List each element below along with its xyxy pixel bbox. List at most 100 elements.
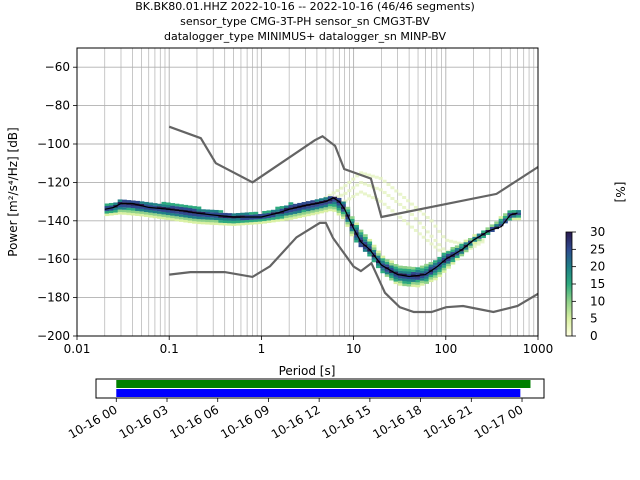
psd-density-cell [178, 206, 184, 210]
psd-density-cell [157, 206, 162, 209]
psd-density-cell [218, 210, 224, 213]
psd-density-cell [152, 210, 158, 214]
psd-density-cell [284, 210, 289, 214]
psd-density-cell [214, 217, 219, 221]
colorbar: 0 5 10 15 20 25 30 [%] [565, 182, 627, 343]
psd-density-cell [349, 221, 355, 224]
low-noise-model-line [169, 221, 539, 314]
faint-psd-cell [382, 202, 387, 206]
faint-psd-cell [437, 229, 442, 233]
psd-density-cell [122, 209, 127, 213]
timeline-tick-label: 10-16 03 [117, 402, 171, 441]
psd-density-cell [419, 275, 425, 279]
psd-density-cell [235, 218, 241, 221]
psd-density-cell [446, 253, 451, 257]
psd-density-cell [178, 216, 184, 220]
psd-density-cell [463, 247, 469, 250]
psd-density-cell [393, 276, 399, 280]
psd-density-cell [108, 212, 114, 216]
psd-density-cell [437, 256, 443, 260]
timeline-tick-label: 10-16 00 [66, 402, 120, 441]
psd-density-cell [415, 267, 421, 270]
psd-density-cell [481, 235, 486, 239]
psd-density-cell [319, 208, 324, 211]
psd-density-cell [196, 219, 202, 222]
psd-density-cell [262, 218, 267, 222]
psd-density-cell [489, 226, 495, 230]
psd-density-cell [516, 217, 521, 221]
psd-density-cell [301, 209, 307, 213]
psd-density-cell [411, 279, 416, 282]
psd-density-cell [183, 217, 189, 220]
psd-density-cell [130, 210, 136, 214]
psd-density-cell [187, 215, 193, 219]
psd-density-cell [196, 221, 202, 225]
psd-density-cell [249, 219, 254, 223]
psd-density-cell [463, 242, 469, 245]
psd-density-cell [249, 214, 254, 218]
psd-density-cell [187, 220, 193, 224]
faint-psd-cell [398, 215, 403, 219]
psd-density-cell [489, 229, 495, 232]
psd-density-cell [170, 205, 176, 209]
psd-density-cell [358, 234, 364, 238]
psd-density-cell [516, 212, 521, 216]
faint-psd-cell [370, 196, 375, 200]
psd-density-cell [393, 271, 399, 275]
psd-density-cell [143, 209, 149, 213]
psd-density-cell [284, 207, 289, 211]
psd-density-cell [494, 221, 500, 225]
psd-density-cell [108, 205, 114, 209]
y-tick-label: −140 [37, 214, 70, 228]
psd-density-cell [428, 274, 434, 278]
faint-psd-cell [390, 186, 395, 190]
psd-density-cell [319, 210, 324, 214]
psd-density-cell [402, 266, 408, 269]
psd-density-cell [222, 222, 228, 226]
faint-psd-cell [417, 221, 422, 225]
psd-density-cell [183, 214, 189, 218]
psd-density-cell [117, 201, 123, 205]
psd-density-cell [305, 206, 311, 209]
psd-density-cell [437, 266, 443, 270]
psd-density-cell [450, 259, 456, 263]
psd-density-cell [345, 211, 351, 215]
psd-density-cell [511, 215, 517, 218]
faint-psd-cell [476, 240, 481, 244]
psd-density-cell [336, 197, 342, 201]
psd-density-cell [349, 216, 355, 219]
psd-density-cell [139, 201, 145, 204]
psd-density-cell [415, 277, 421, 280]
psd-density-cell [122, 199, 127, 203]
faint-psd-cell [480, 240, 485, 244]
psd-density-cell [424, 263, 430, 267]
psd-density-cell [266, 215, 272, 218]
faint-psd-cell [402, 219, 407, 223]
title-line-1: BK.BK80.01.HHZ 2022-10-16 -- 2022-10-16 … [135, 0, 475, 13]
psd-density-cell [367, 243, 373, 247]
psd-density-cell [432, 277, 438, 281]
psd-density-cell [249, 217, 254, 220]
psd-density-cell [235, 220, 241, 224]
colorbar-tick-label: 25 [590, 242, 605, 256]
psd-density-cell [117, 211, 123, 215]
psd-density-cell [183, 219, 189, 223]
psd-density-cell [450, 246, 456, 250]
psd-density-cell [511, 217, 517, 221]
psd-density-cell [432, 275, 438, 278]
x-tick-label: 1000 [523, 342, 554, 356]
psd-density-cell [319, 198, 324, 201]
psd-density-cell [301, 214, 307, 218]
psd-density-cell [367, 238, 373, 242]
psd-density-cell [336, 210, 342, 213]
psd-density-cell [415, 272, 421, 275]
psd-density-cell [503, 218, 508, 221]
psd-density-cell [297, 202, 303, 206]
psd-density-cell [498, 223, 504, 227]
psd-density-cell [266, 212, 272, 216]
psd-density-cell [297, 210, 303, 214]
psd-density-cell [411, 284, 416, 287]
psd-density-cell [279, 213, 285, 217]
psd-density-cell [358, 229, 364, 233]
psd-density-cell [446, 263, 451, 267]
